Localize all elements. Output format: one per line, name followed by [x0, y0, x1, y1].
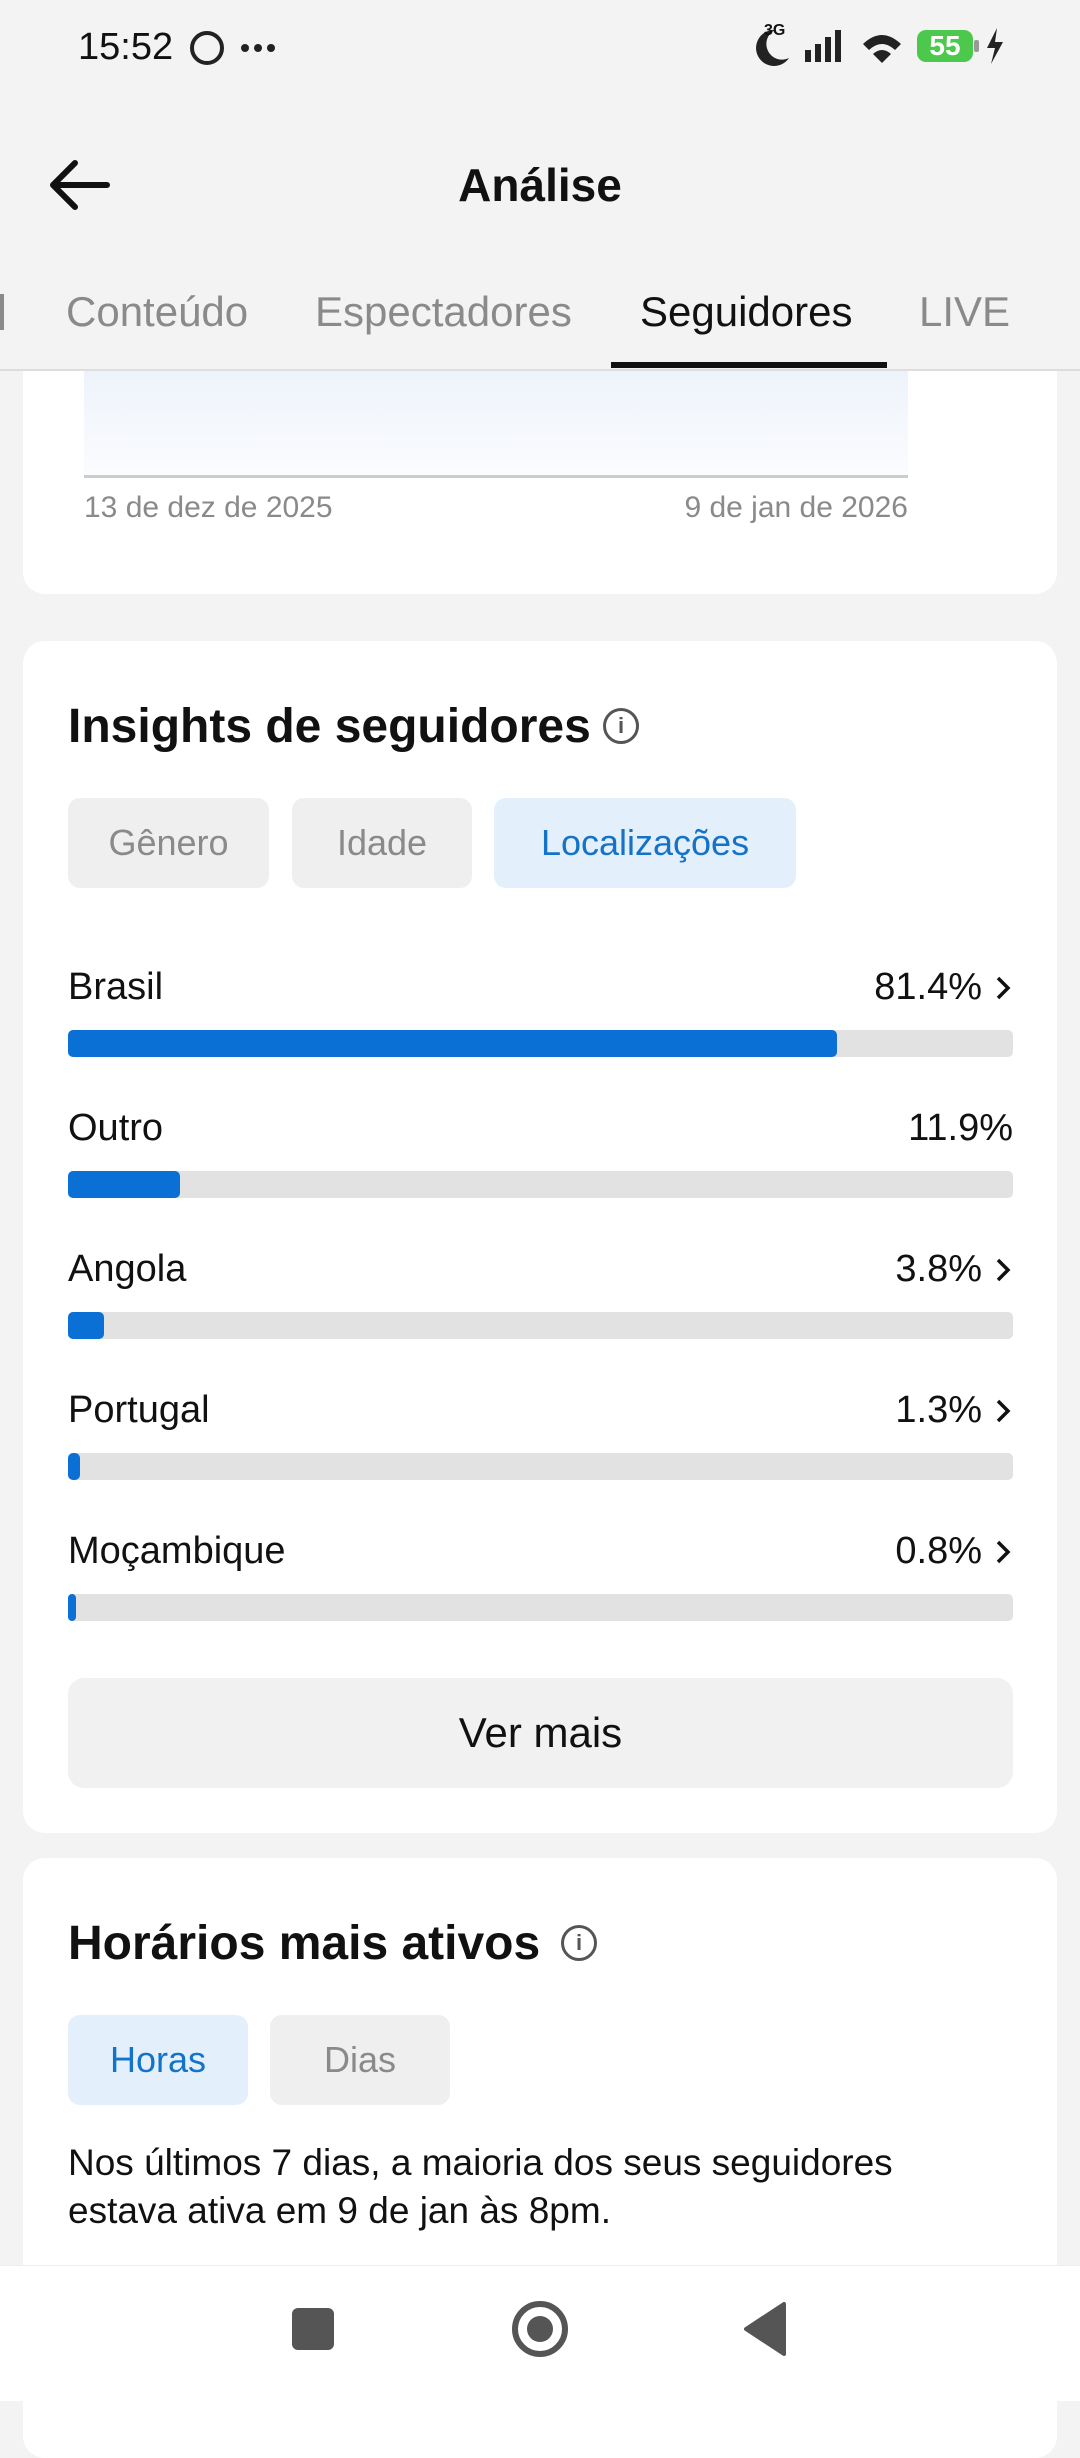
- bar: [68, 1171, 181, 1198]
- section-title: Insights de seguidores: [68, 700, 591, 753]
- growth-card: 13 de dez de 2025 9 de jan de 2026: [23, 371, 1057, 594]
- chevron[interactable]: [993, 1252, 1013, 1288]
- filter-pill[interactable]: Dias: [270, 2015, 450, 2105]
- tab-active[interactable]: Seguidores: [640, 288, 853, 335]
- screen: 15:52 3G 55 Análise Conteúdo Espectadore…: [0, 22, 1080, 2458]
- location-percent: 11.9%: [908, 1107, 1013, 1149]
- location-percent: 81.4%: [874, 966, 982, 1008]
- tab-indicator: [611, 362, 887, 368]
- status-time: 15:52: [78, 26, 174, 68]
- tab[interactable]: Conteúdo: [66, 288, 249, 335]
- bar-track: [68, 1594, 1013, 1621]
- location-percent: 0.8%: [895, 1530, 982, 1572]
- filter-pill-active[interactable]: Horas: [68, 2015, 248, 2105]
- info-icon[interactable]: i: [561, 1925, 597, 1961]
- see-more-button[interactable]: Ver mais: [68, 1678, 1013, 1788]
- tab[interactable]: Espectadores: [315, 288, 572, 335]
- divider: [0, 369, 1080, 371]
- filter-pill[interactable]: Gênero: [68, 798, 269, 888]
- location-name: Brasil: [68, 966, 164, 1008]
- clipped-tab[interactable]: [0, 294, 4, 330]
- x-label: 13 de dez de 2025: [84, 491, 333, 524]
- nav-bar: [0, 2265, 1080, 2401]
- x-axis: [84, 475, 908, 478]
- bar-track: [68, 1453, 1013, 1480]
- bar-track: [68, 1171, 1013, 1198]
- filter-pill[interactable]: Idade: [292, 798, 472, 888]
- back-nav-button[interactable]: [744, 2302, 786, 2356]
- location-percent: 1.3%: [895, 1389, 982, 1431]
- bar: [68, 1030, 838, 1057]
- bar: [68, 1312, 104, 1339]
- filter-pill-active[interactable]: Localizações: [494, 798, 796, 888]
- network-type: 3G: [764, 22, 786, 39]
- location-percent: 3.8%: [895, 1248, 982, 1290]
- location-name: Portugal: [68, 1389, 210, 1431]
- bar: [68, 1594, 76, 1621]
- section-title: Horários mais ativos: [68, 1917, 541, 1970]
- location-name: Angola: [68, 1248, 187, 1290]
- page-title: Análise: [458, 159, 622, 211]
- recents-button[interactable]: [292, 2308, 334, 2350]
- chevron[interactable]: [993, 970, 1013, 1006]
- status-icons-right: [756, 28, 1003, 66]
- status-icons-left: [190, 31, 275, 65]
- back-button[interactable]: [45, 155, 115, 215]
- home-button[interactable]: [512, 2301, 568, 2357]
- summary-line: Nos últimos 7 dias, a maioria dos seus s…: [68, 2142, 893, 2183]
- info-icon[interactable]: i: [603, 708, 639, 744]
- battery-level: 55: [929, 30, 961, 61]
- summary-line: estava ativa em 9 de jan às 8pm.: [68, 2190, 611, 2231]
- bar: [68, 1453, 81, 1480]
- bar-track: [68, 1312, 1013, 1339]
- chevron[interactable]: [993, 1534, 1013, 1570]
- location-name: Moçambique: [68, 1530, 286, 1572]
- nav-icons: [292, 2301, 786, 2357]
- tab[interactable]: LIVE: [919, 288, 1011, 335]
- x-label: 9 de jan de 2026: [684, 491, 908, 524]
- insights-card: Insights de seguidores i Gênero Idade Lo…: [23, 641, 1057, 1833]
- location-name: Outro: [68, 1107, 164, 1149]
- chevron[interactable]: [993, 1393, 1013, 1429]
- chart-area: [84, 371, 908, 476]
